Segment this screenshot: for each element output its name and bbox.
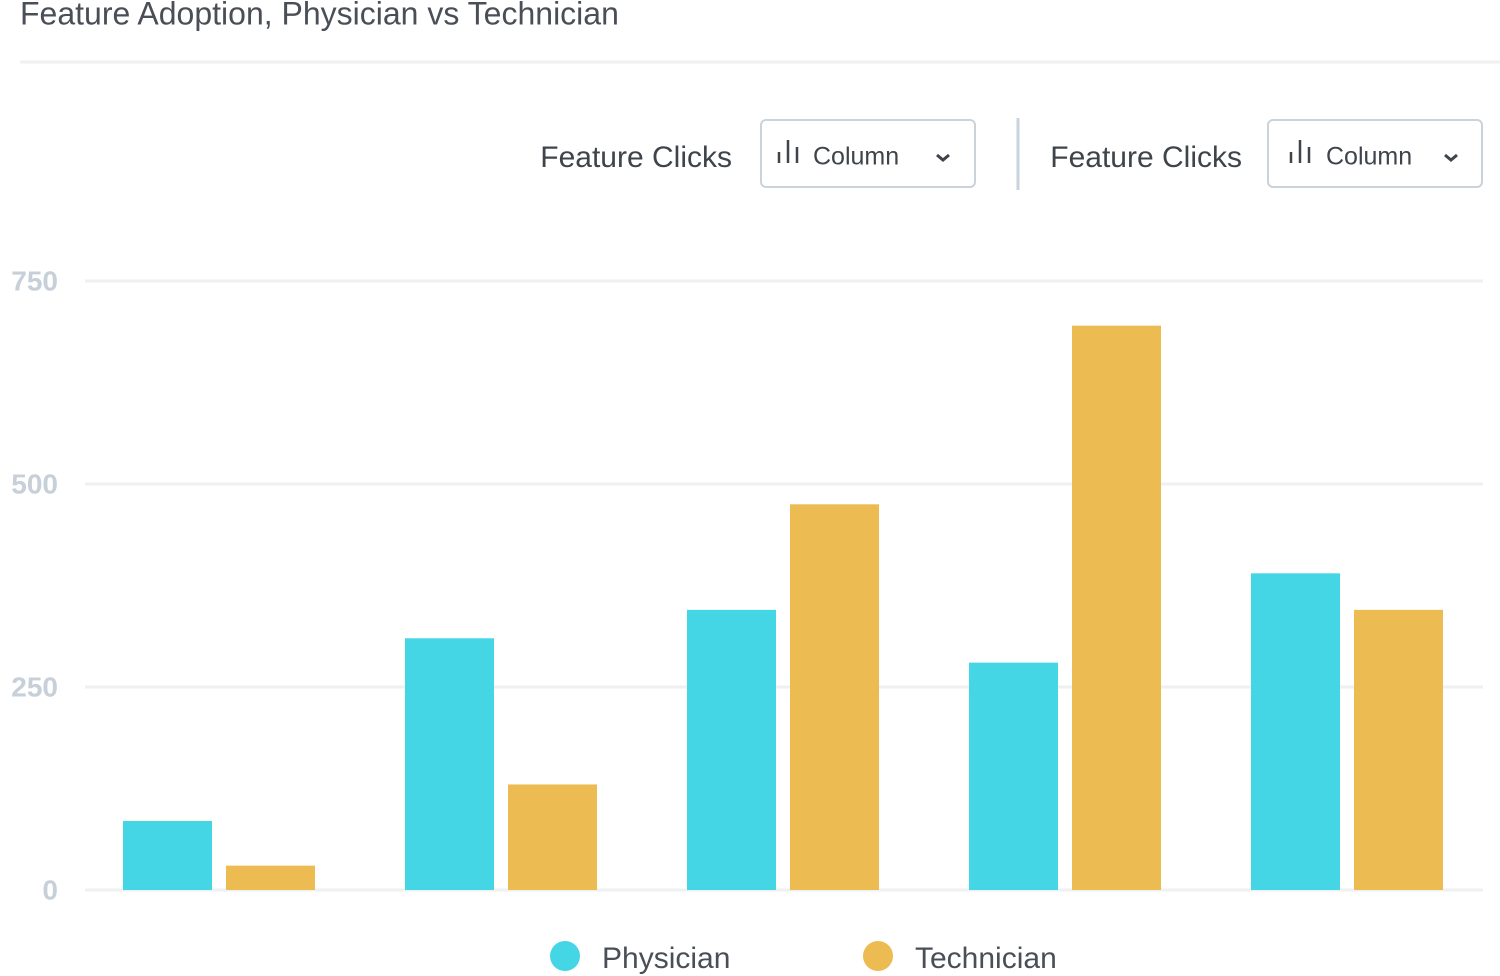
y-tick-label: 250 — [11, 671, 58, 702]
bar — [1251, 573, 1340, 890]
bar — [1354, 609, 1443, 890]
dropdown[interactable]: Column — [760, 119, 976, 188]
dropdown[interactable]: Column — [1267, 119, 1483, 188]
legend-label: Technician — [915, 942, 1057, 975]
legend-marker — [863, 941, 893, 971]
chart-icon — [777, 140, 799, 163]
bar — [1072, 325, 1161, 890]
bar — [687, 609, 776, 890]
chevron — [1444, 153, 1458, 162]
bar — [508, 784, 597, 890]
control-label: Feature Clicks — [1050, 141, 1242, 174]
control-label: Feature Clicks — [540, 141, 732, 174]
y-tick-label: 750 — [11, 265, 58, 296]
bar — [405, 638, 494, 890]
chart-icon — [1289, 140, 1311, 163]
dropdown-box[interactable] — [760, 119, 976, 188]
legend-marker — [550, 941, 580, 971]
chevron — [936, 153, 950, 162]
legend-label: Physician — [602, 942, 730, 975]
y-tick-label: 0 — [42, 874, 58, 905]
bar — [226, 865, 315, 890]
dropdown-value[interactable]: Column — [1326, 143, 1412, 171]
bar — [123, 820, 212, 890]
bar — [790, 504, 879, 890]
dropdown-value[interactable]: Column — [813, 143, 899, 171]
dropdown-box[interactable] — [1267, 119, 1483, 188]
bar — [969, 662, 1058, 890]
chart-title: Feature Adoption, Physician vs Technicia… — [20, 0, 619, 31]
y-tick-label: 500 — [11, 468, 58, 499]
